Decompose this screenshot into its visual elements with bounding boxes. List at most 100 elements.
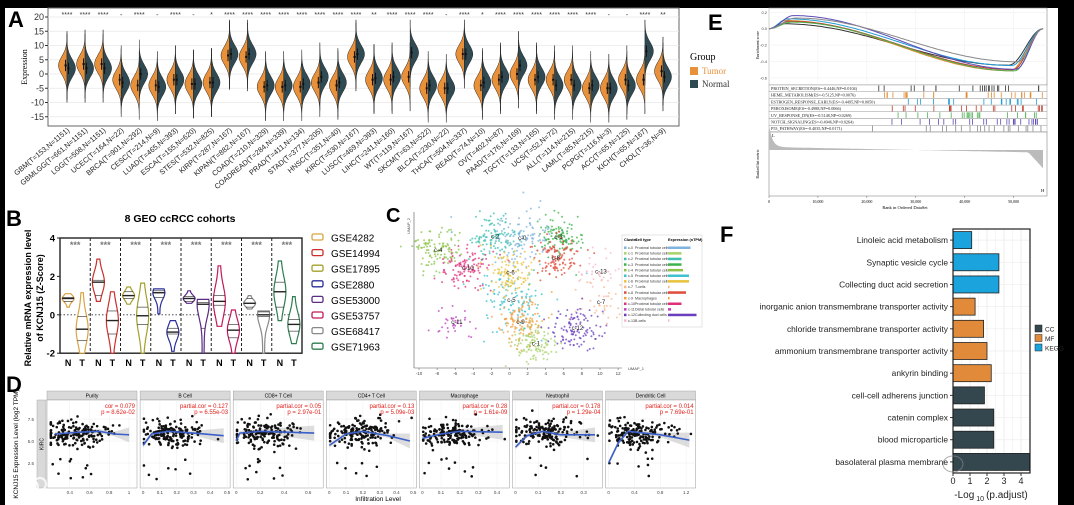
tumor-violin-median [317, 81, 320, 84]
cell-point [522, 329, 525, 332]
cell-point [444, 272, 447, 275]
cell-point [523, 301, 526, 304]
data-point [439, 423, 443, 427]
data-point [544, 422, 548, 426]
cell-point [441, 226, 444, 229]
data-point [471, 466, 475, 469]
cell-point [502, 214, 505, 217]
data-point [626, 421, 630, 425]
legend-label: GSE4282 [331, 234, 375, 245]
significance-label: *** [191, 240, 202, 250]
cell-point [474, 252, 477, 255]
data-point [71, 443, 75, 447]
data-point [520, 430, 523, 434]
cell-point [441, 258, 444, 261]
cell-point [484, 283, 487, 286]
cell-point [504, 241, 507, 244]
data-point [273, 439, 276, 443]
cell-point [540, 339, 543, 342]
cell-point [486, 317, 489, 320]
data-point [546, 421, 550, 425]
tumor-violin-median [389, 78, 392, 81]
x-tick-label: 0.6 [305, 490, 312, 495]
cell-point [519, 331, 522, 334]
cell-point [463, 267, 466, 270]
data-point [549, 442, 552, 445]
correlation-label: partial.cor = 0.127 [180, 404, 229, 410]
cluster-label: c-0 [518, 236, 527, 242]
cell-point [450, 252, 453, 255]
data-point [537, 426, 540, 430]
cell-point [495, 252, 498, 255]
significance-label: *** [130, 240, 141, 250]
data-point [266, 416, 269, 420]
cell-point [619, 283, 622, 286]
cell-point [593, 305, 596, 308]
cell-point [526, 277, 529, 280]
legend-cluster-id: c-1 [628, 252, 633, 256]
cell-point [571, 318, 574, 321]
data-point [651, 421, 654, 424]
cell-point [610, 277, 613, 280]
cell-point [555, 238, 558, 241]
data-point [274, 426, 278, 430]
x-tick-label: 3 [1001, 476, 1006, 486]
cell-point [530, 323, 533, 326]
tumor-violin-median [588, 87, 591, 90]
cell-point [570, 316, 573, 319]
cell-point [428, 241, 431, 244]
cell-point [534, 345, 537, 348]
cell-point [529, 358, 532, 361]
data-point [259, 435, 262, 439]
y-axis-label: Relative mRNA expression level [23, 230, 33, 367]
cell-point [578, 345, 581, 348]
cell-point [510, 284, 513, 287]
cell-point [556, 267, 559, 270]
cell-point [542, 357, 545, 360]
data-point [69, 434, 73, 438]
data-point [375, 426, 378, 429]
cell-point [526, 274, 529, 277]
data-point [378, 416, 382, 420]
cell-point [519, 255, 522, 258]
data-point [334, 432, 337, 436]
significance-label: * [210, 12, 213, 19]
cell-point [573, 252, 576, 255]
cell-point [475, 235, 478, 238]
cell-point [525, 334, 528, 337]
data-point [350, 442, 353, 446]
data-point [272, 443, 276, 446]
cell-point [508, 337, 511, 340]
data-point [281, 442, 285, 446]
significance-label: - [192, 12, 195, 19]
cell-point [425, 249, 428, 252]
x-tick-label: 0.2 [174, 490, 181, 495]
cell-point [501, 261, 504, 264]
trend-line [514, 430, 595, 448]
facet-strip-label: Neutrophil [546, 394, 569, 400]
cell-point [515, 255, 518, 258]
cell-point [513, 343, 516, 346]
cell-point [534, 312, 537, 315]
cell-point [441, 326, 444, 329]
cell-point [529, 345, 532, 348]
cell-point [569, 329, 572, 332]
cell-point [471, 253, 474, 256]
data-point [188, 472, 192, 475]
data-point [451, 438, 454, 442]
cell-point [531, 240, 534, 243]
legend-swatch [624, 302, 627, 305]
x-tick-label: T [110, 358, 116, 368]
cell-point [516, 260, 519, 263]
data-point [328, 433, 332, 436]
cell-point [524, 279, 527, 282]
cell-point [477, 262, 480, 265]
data-point [410, 416, 413, 420]
cell-point [493, 293, 496, 296]
data-point [442, 438, 446, 442]
legend-cluster-id: c-0 [628, 246, 633, 250]
cell-point [595, 324, 598, 327]
cell-point [551, 256, 554, 259]
cell-point [502, 286, 505, 289]
